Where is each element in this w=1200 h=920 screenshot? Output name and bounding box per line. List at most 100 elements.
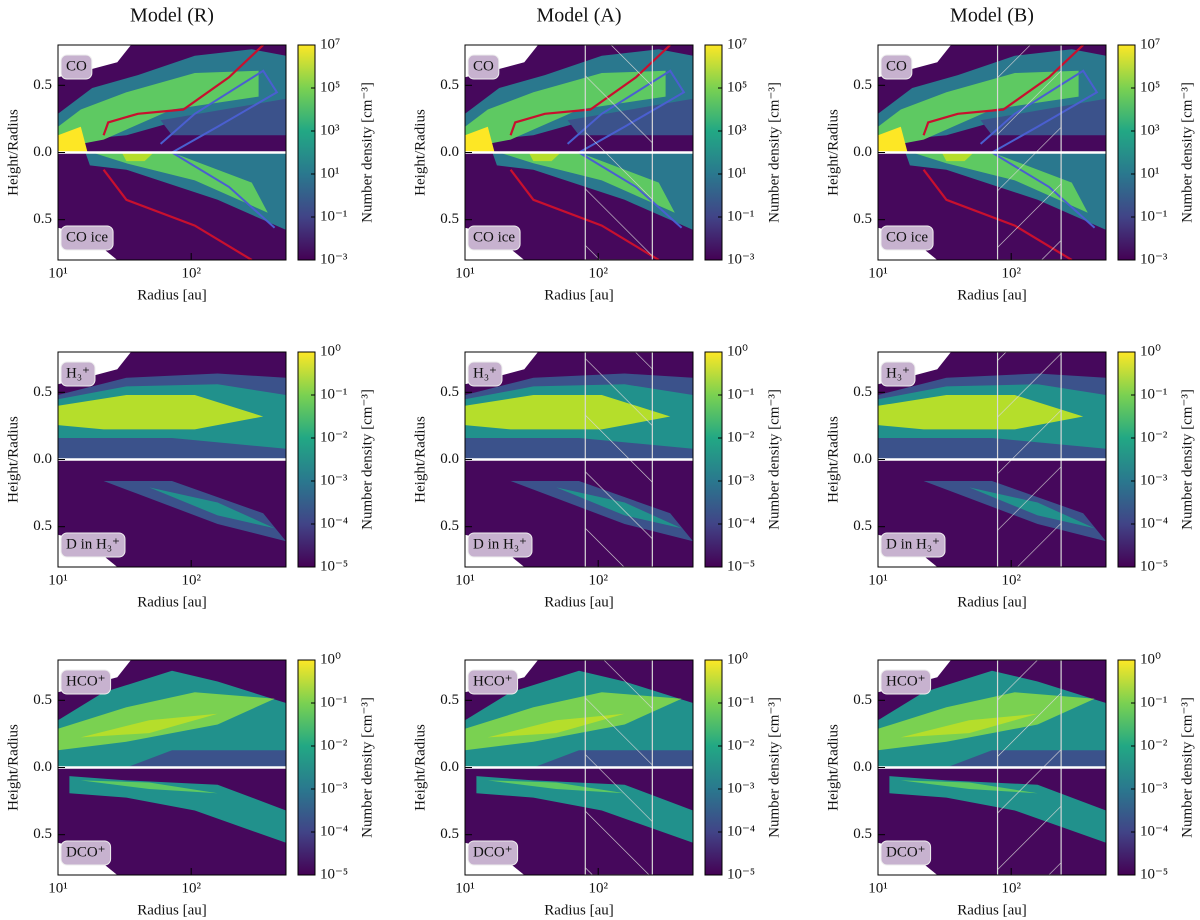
label-box bbox=[467, 840, 519, 866]
panel: CO CO ice 10¹ 10² 0.5 0.0 0.5 Radius [au] Height… bbox=[825, 5, 1195, 304]
colorbar-tick-label: 10⁵ bbox=[320, 79, 340, 95]
y-tick-label: 0.0 bbox=[440, 144, 459, 160]
y-tick-label: 0.5 bbox=[440, 384, 459, 400]
x-tick-label: 10² bbox=[588, 265, 608, 281]
colorbar-tick-label: 10⁻² bbox=[1140, 429, 1168, 445]
x-tick-label: 10² bbox=[181, 572, 201, 588]
y-tick-label: 0.5 bbox=[853, 826, 872, 842]
species-label: CO ice bbox=[473, 229, 515, 245]
colorbar-tick-label: 10⁻³ bbox=[727, 780, 755, 796]
colorbar-tick-label: 10⁻³ bbox=[1140, 251, 1168, 267]
y-tick-label: 0.5 bbox=[440, 518, 459, 534]
y-tick-label: 0.5 bbox=[853, 211, 872, 227]
panel: HCO⁺ DCO⁺ 10¹ 10² 0.5 0.0 0.5 Radius [au] Height… bbox=[825, 651, 1195, 918]
colorbar-label: Number density [cm⁻³] bbox=[766, 697, 782, 838]
contour-region bbox=[149, 487, 275, 529]
colorbar-tick-label: 10⁰ bbox=[1140, 651, 1161, 667]
species-label: DCO⁺ bbox=[473, 844, 513, 860]
contour-region bbox=[58, 70, 259, 149]
colorbar bbox=[297, 44, 316, 261]
y-axis-label: Height/Radius bbox=[5, 109, 21, 196]
species-label: H₃⁺ bbox=[66, 365, 90, 381]
label-box bbox=[467, 669, 519, 695]
x-axis-label: Radius [au] bbox=[544, 594, 614, 610]
y-tick-label: 0.5 bbox=[33, 826, 52, 842]
colorbar-tick-label: 10⁻³ bbox=[727, 251, 755, 267]
colorbar-tick-label: 10⁻⁴ bbox=[1140, 823, 1168, 839]
label-box bbox=[60, 361, 96, 387]
x-axis-label: Radius [au] bbox=[957, 287, 1027, 303]
x-axis-label: Radius [au] bbox=[957, 594, 1027, 610]
colorbar-tick-label: 10⁻⁴ bbox=[320, 823, 348, 839]
colorbar-tick-label: 10⁻⁴ bbox=[320, 515, 348, 531]
y-tick-label: 0.5 bbox=[33, 77, 52, 93]
y-tick-label: 0.5 bbox=[440, 77, 459, 93]
x-tick-label: 10² bbox=[181, 880, 201, 896]
x-axis-label: Radius [au] bbox=[544, 287, 614, 303]
contour-region bbox=[58, 126, 88, 153]
y-axis-label: Height/Radius bbox=[412, 109, 428, 196]
x-tick-label: 10² bbox=[588, 880, 608, 896]
colorbar bbox=[704, 44, 723, 261]
species-label: D in H₃⁺ bbox=[886, 536, 940, 552]
x-tick-label: 10¹ bbox=[868, 265, 888, 281]
x-tick-label: 10² bbox=[1001, 265, 1021, 281]
panel: H₃⁺ D in H₃⁺ 10¹ 10² 0.5 0.0 0.5 Radius [au] Hei… bbox=[5, 343, 375, 610]
species-label: H₃⁺ bbox=[473, 365, 497, 381]
label-box bbox=[880, 361, 916, 387]
x-tick-label: 10² bbox=[181, 265, 201, 281]
contour-region bbox=[878, 126, 908, 153]
contour-region bbox=[528, 152, 561, 162]
y-tick-label: 0.0 bbox=[853, 144, 872, 160]
colorbar-label: Number density [cm⁻³] bbox=[1179, 389, 1195, 530]
species-label: CO bbox=[886, 58, 907, 74]
field bbox=[58, 660, 286, 875]
colorbar-tick-label: 10⁻¹ bbox=[1140, 694, 1167, 710]
y-axis-label: Height/Radius bbox=[412, 724, 428, 811]
field bbox=[878, 352, 1106, 567]
contour-region bbox=[85, 152, 286, 230]
x-tick-label: 10² bbox=[588, 572, 608, 588]
colorbar bbox=[704, 659, 723, 876]
y-axis-label: Height/Radius bbox=[825, 724, 841, 811]
y-tick-label: 0.5 bbox=[33, 692, 52, 708]
y-tick-label: 0.0 bbox=[33, 451, 52, 467]
colorbar-tick-label: 10⁻² bbox=[1140, 737, 1168, 753]
label-box bbox=[467, 532, 533, 558]
colorbar-label: Number density [cm⁻³] bbox=[1179, 697, 1195, 838]
x-tick-label: 10¹ bbox=[455, 265, 475, 281]
colorbar-tick-label: 10⁵ bbox=[1140, 79, 1160, 95]
y-axis-label: Height/Radius bbox=[825, 416, 841, 503]
contour-region bbox=[69, 776, 286, 843]
contour-region bbox=[80, 780, 218, 794]
label-box bbox=[60, 669, 112, 695]
colorbar bbox=[1117, 351, 1136, 568]
colorbar-tick-label: 10⁻⁴ bbox=[727, 515, 755, 531]
species-label: HCO⁺ bbox=[886, 673, 926, 689]
colorbar bbox=[1117, 659, 1136, 876]
contour-region bbox=[126, 750, 286, 768]
colorbar-tick-label: 10⁻¹ bbox=[1140, 386, 1167, 402]
x-tick-label: 10¹ bbox=[868, 572, 888, 588]
colorbar-tick-label: 10⁻⁵ bbox=[727, 866, 755, 882]
species-label: H₃⁺ bbox=[886, 365, 910, 381]
co-ice-line bbox=[102, 45, 264, 136]
colorbar-tick-label: 10⁵ bbox=[727, 79, 747, 95]
colorbar-tick-label: 10⁰ bbox=[320, 651, 341, 667]
species-label: CO bbox=[66, 58, 87, 74]
panel: H₃⁺ D in H₃⁺ 10¹ 10² 0.5 0.0 0.5 Radius [au] Hei… bbox=[412, 343, 782, 610]
colorbar-tick-label: 10⁻² bbox=[320, 737, 348, 753]
contour-region bbox=[465, 126, 495, 153]
y-tick-label: 0.0 bbox=[853, 451, 872, 467]
field bbox=[58, 352, 286, 567]
colorbar bbox=[704, 351, 723, 568]
x-axis-label: Radius [au] bbox=[137, 287, 207, 303]
y-tick-label: 0.5 bbox=[440, 826, 459, 842]
y-tick-label: 0.5 bbox=[440, 211, 459, 227]
label-box bbox=[880, 532, 946, 558]
colorbar-tick-label: 10⁷ bbox=[727, 36, 747, 52]
species-label: CO ice bbox=[66, 229, 108, 245]
label-box bbox=[880, 54, 913, 80]
colorbar-tick-label: 10³ bbox=[320, 122, 340, 138]
x-tick-label: 10¹ bbox=[48, 572, 68, 588]
